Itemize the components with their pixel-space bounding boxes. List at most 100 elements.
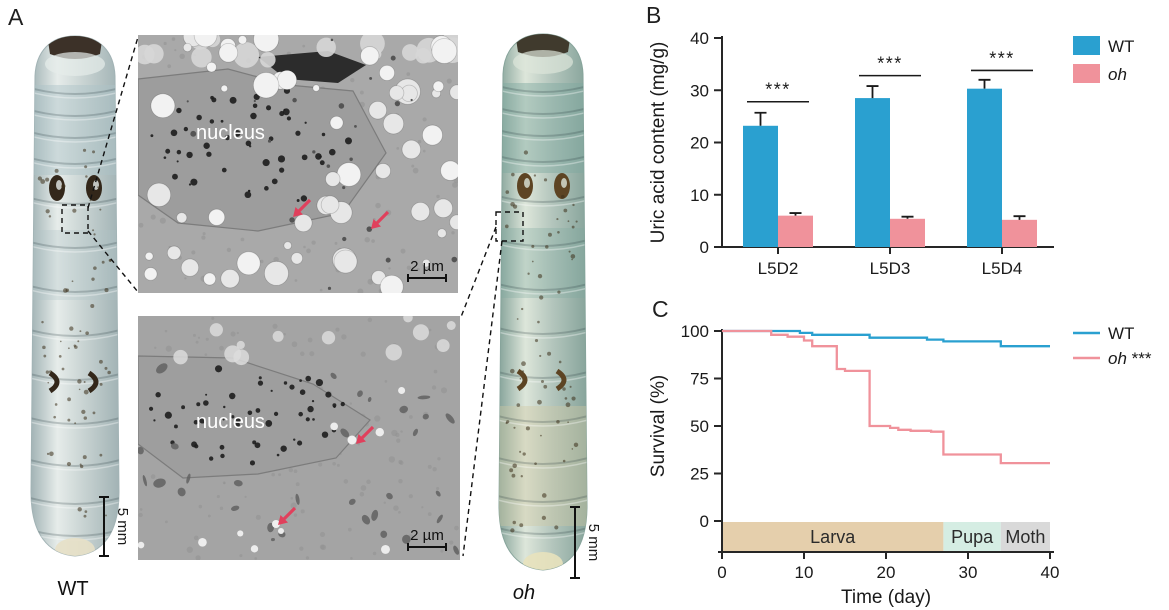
urate-granule <box>180 258 200 277</box>
b-y-tick-label: 0 <box>700 238 709 257</box>
phase-label: Moth <box>1005 527 1045 547</box>
b-legend-label: oh <box>1108 65 1127 84</box>
urate-granule <box>193 35 218 48</box>
urate-granule <box>290 252 304 265</box>
c-legend-label: WT <box>1108 324 1134 343</box>
urate-granule <box>333 249 358 274</box>
urate-granule <box>449 214 458 231</box>
urate-granule <box>422 124 443 146</box>
urate-granule <box>182 42 193 53</box>
urate-granule <box>220 268 240 289</box>
urate-granule <box>379 274 404 293</box>
urate-granule <box>360 46 380 66</box>
urate-granule <box>208 208 226 226</box>
c-y-tick-label: 25 <box>690 465 709 484</box>
c-x-tick-label: 20 <box>877 563 896 582</box>
crescent-marking <box>516 368 528 392</box>
urate-granule <box>283 241 292 250</box>
urate-granule <box>220 84 229 93</box>
nucleus-label: nucleus <box>196 411 265 433</box>
urate-granule <box>320 195 340 215</box>
error-bar <box>754 111 767 126</box>
urate-granule <box>236 251 261 276</box>
oh-specimen-label: oh <box>512 582 536 604</box>
b-category-label: L5D2 <box>758 259 799 278</box>
urate-granule <box>431 38 458 64</box>
urate-granule <box>336 162 362 187</box>
wt-larva-photo <box>30 35 120 557</box>
c-legend-label: oh *** <box>1108 349 1152 368</box>
urate-granule <box>379 64 396 81</box>
urate-granule <box>433 198 453 218</box>
granule-arrow <box>293 198 312 217</box>
b-y-axis-title: Uric acid content (mg/g) <box>648 42 669 244</box>
b-legend-label: WT <box>1108 37 1134 56</box>
error-bar <box>789 212 802 216</box>
urate-granule <box>382 113 405 135</box>
phase-band-pupa <box>943 522 1001 551</box>
wt-specimen-label: WT <box>57 578 89 600</box>
panel-b-label: B <box>646 2 662 28</box>
urate-granule <box>410 201 431 222</box>
c-y-tick-label: 100 <box>681 322 709 341</box>
error-bar <box>1013 215 1026 220</box>
urate-granule <box>312 84 320 92</box>
urate-granule <box>150 93 176 119</box>
c-x-tick-label: 0 <box>717 563 726 582</box>
uric-acid-bar-chart: 0 10 20 30 40 Uric acid content (mg/g) L5D2 ***… <box>648 29 1134 278</box>
urate-granule <box>146 182 172 208</box>
c-x-axis-title: Time (day) <box>841 587 931 608</box>
c-y-axis-title: Survival (%) <box>648 375 669 477</box>
b-category-label: L5D3 <box>870 259 911 278</box>
sig-stars: *** <box>989 48 1015 68</box>
urate-granule <box>449 84 458 100</box>
nucleus-label: nucleus <box>196 122 265 144</box>
tem-scale-bar <box>407 274 447 282</box>
c-x-tick-label: 10 <box>795 563 814 582</box>
b-y-tick-label: 10 <box>690 186 709 205</box>
tem-scale-label: 2 µm <box>410 258 444 275</box>
panel-a-label: A <box>8 4 24 30</box>
urate-granule <box>206 61 217 73</box>
panel-c-label: C <box>652 296 669 322</box>
urate-granule <box>368 100 388 120</box>
bar-oh-l5d2 <box>778 215 813 247</box>
urate-granule <box>277 69 298 90</box>
bar-wt-l5d2 <box>743 125 778 247</box>
urate-granule <box>294 213 313 233</box>
wt-tem-micrograph: nucleus 2 µm <box>138 35 458 293</box>
granule-arrow <box>278 506 297 525</box>
sig-stars: *** <box>877 54 903 74</box>
survival-line-oh <box>722 329 1050 465</box>
c-y-tick-label: 50 <box>690 417 709 436</box>
urate-granule <box>253 35 280 53</box>
c-y-tick-label: 75 <box>690 370 709 389</box>
error-bar <box>901 215 914 219</box>
crescent-marking <box>87 370 99 394</box>
urate-granule <box>432 80 445 93</box>
oh-larva-photo <box>498 33 588 571</box>
bar-wt-l5d4 <box>967 88 1002 248</box>
urate-granule <box>203 272 217 286</box>
urate-granule <box>325 171 341 187</box>
error-bar <box>866 85 879 99</box>
crescent-marking <box>48 370 60 394</box>
urate-granule <box>144 251 154 261</box>
b-category-label: L5D4 <box>982 259 1023 278</box>
urate-granule <box>401 139 422 160</box>
urate-granule <box>436 228 447 239</box>
oh-tem-micrograph: nucleus 2 µm <box>138 316 460 560</box>
b-legend-swatch-oh <box>1073 64 1100 83</box>
bar-oh-l5d3 <box>890 218 925 247</box>
b-y-tick-label: 20 <box>690 134 709 153</box>
b-legend-swatch-wt <box>1073 36 1100 55</box>
phase-label: Pupa <box>951 527 994 547</box>
sig-stars: *** <box>765 80 791 100</box>
b-y-tick-label: 40 <box>690 29 709 48</box>
phase-band-larva <box>722 522 944 551</box>
urate-granule <box>176 212 188 224</box>
urate-granule <box>252 72 280 99</box>
c-x-tick-label: 30 <box>959 563 978 582</box>
crescent-marking <box>555 368 567 392</box>
c-y-tick-label: 0 <box>700 512 709 531</box>
